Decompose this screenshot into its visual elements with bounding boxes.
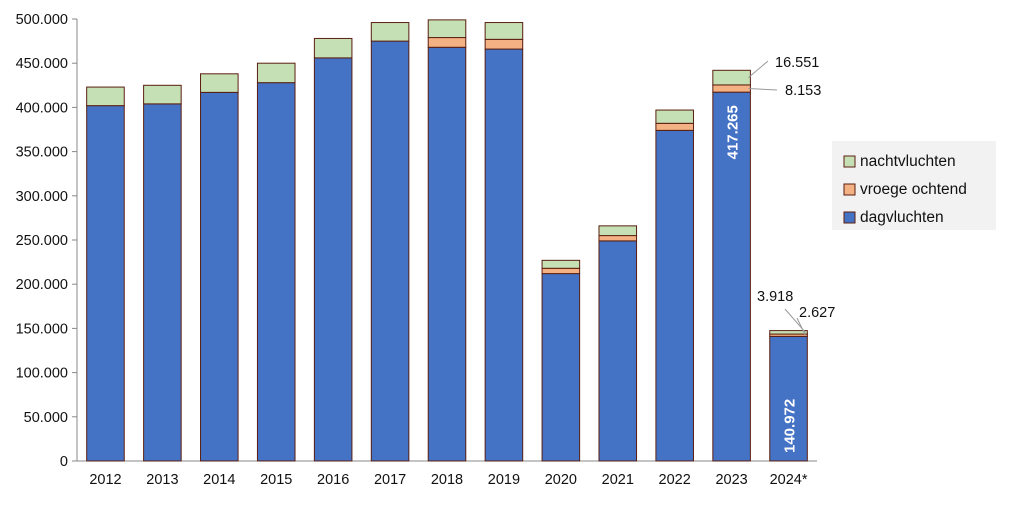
legend-swatch-nachtvluchten (843, 155, 856, 168)
bar-dagvluchten-2018 (427, 46, 467, 462)
y-tick-label: 150.000 (16, 321, 68, 337)
bar-dagvluchten-2016 (313, 57, 353, 462)
y-tick-label: 100.000 (16, 366, 68, 382)
callout-leader-line (748, 88, 778, 91)
x-tick-label: 2015 (260, 472, 292, 488)
x-tick-label: 2013 (146, 472, 178, 488)
bar-nachtvluchten-2012 (86, 86, 125, 107)
bar-nachtvluchten-2019 (484, 22, 524, 40)
y-tick-label: 400.000 (16, 100, 68, 116)
x-tick-label: 2022 (659, 472, 691, 488)
bar-dagvluchten-2014 (200, 91, 239, 462)
x-tick-label: 2017 (374, 472, 406, 488)
y-tick-label: 450.000 (16, 56, 68, 72)
legend-label-nachtvluchten: nachtvluchten (860, 153, 956, 170)
bar-dagvluchten-2015 (256, 82, 296, 462)
data-label-group: 140.972 (782, 399, 799, 453)
x-tick-label: 2023 (715, 472, 747, 488)
data-label-2023: 417.265 (725, 105, 742, 159)
bar-nachtvluchten-2013 (143, 84, 182, 105)
data-label-2024: 140.972 (782, 399, 799, 453)
data-label-vroege-ochtend-2024: 2.627 (799, 305, 835, 321)
callout-leader-line (748, 60, 769, 78)
bar-nachtvluchten-2023 (712, 69, 751, 86)
bar-dagvluchten-2023 (712, 91, 751, 462)
legend-swatch-vroege-ochtend (843, 183, 856, 196)
chart-bars (86, 19, 808, 462)
bar-dagvluchten-2019 (484, 48, 524, 462)
y-tick-label: 350.000 (16, 145, 68, 161)
bar-nachtvluchten-2021 (598, 225, 638, 237)
y-tick-label: 300.000 (16, 189, 68, 205)
bar-dagvluchten-2012 (86, 105, 125, 462)
x-tick-label: 2014 (203, 472, 235, 488)
chart-axes: 0 50.000 100.000 150.000 200.000 250.000 300.0… (16, 12, 817, 488)
callout-leader-line (796, 317, 806, 336)
callout-leader-line (784, 308, 806, 333)
bar-nachtvluchten-2016 (313, 37, 353, 59)
bar-nachtvluchten-2018 (427, 19, 467, 39)
bar-dagvluchten-2022 (655, 129, 694, 462)
bar-vroege-ochtend-2023 (712, 84, 751, 93)
x-tick-label: 2012 (89, 472, 121, 488)
bar-dagvluchten-2024 (769, 335, 808, 462)
data-label-group: 417.265 (725, 105, 742, 159)
legend-box (832, 141, 996, 230)
data-label-vroege-ochtend-2023: 8.153 (785, 83, 821, 99)
x-tick-label: 2019 (488, 472, 520, 488)
bar-nachtvluchten-2015 (256, 62, 296, 84)
y-tick-label: 500.000 (16, 12, 68, 28)
bar-nachtvluchten-2020 (541, 259, 581, 269)
legend-label-dagvluchten: dagvluchten (860, 209, 944, 226)
y-tick-label: 50.000 (24, 410, 68, 426)
bar-vroege-ochtend-2019 (484, 38, 524, 50)
bar-vroege-ochtend-2022 (655, 122, 694, 131)
bar-dagvluchten-2021 (598, 240, 638, 462)
bar-nachtvluchten-2024 (769, 330, 808, 335)
x-tick-label: 2021 (602, 472, 634, 488)
bar-vroege-ochtend-2018 (427, 37, 467, 48)
legend-swatch-dagvluchten (843, 211, 856, 224)
x-tick-label: 2024* (770, 472, 808, 488)
y-tick-label: 200.000 (16, 277, 68, 293)
x-tick-label: 2020 (545, 472, 577, 488)
bar-vroege-ochtend-2021 (598, 235, 638, 242)
y-tick-label: 0 (60, 454, 68, 470)
bar-vroege-ochtend-2020 (541, 267, 581, 275)
data-label-nachtvluchten-2023: 16.551 (775, 55, 819, 71)
bar-nachtvluchten-2017 (370, 22, 410, 42)
data-label-nachtvluchten-2024: 3.918 (757, 289, 793, 305)
chart-labels: 417.265 8.153 16.551 140.972 2.627 3.918 (725, 55, 836, 453)
chart-legend: nachtvluchten vroege ochtend dagvluchten (832, 141, 996, 230)
bar-nachtvluchten-2014 (200, 73, 239, 93)
legend-label-vroege-ochtend: vroege ochtend (860, 181, 967, 198)
bar-dagvluchten-2017 (370, 40, 410, 462)
bar-nachtvluchten-2022 (655, 109, 694, 124)
x-tick-label: 2018 (431, 472, 463, 488)
x-tick-label: 2016 (317, 472, 349, 488)
bar-dagvluchten-2020 (541, 273, 581, 462)
bar-dagvluchten-2013 (143, 103, 182, 462)
y-tick-label: 250.000 (16, 233, 68, 249)
